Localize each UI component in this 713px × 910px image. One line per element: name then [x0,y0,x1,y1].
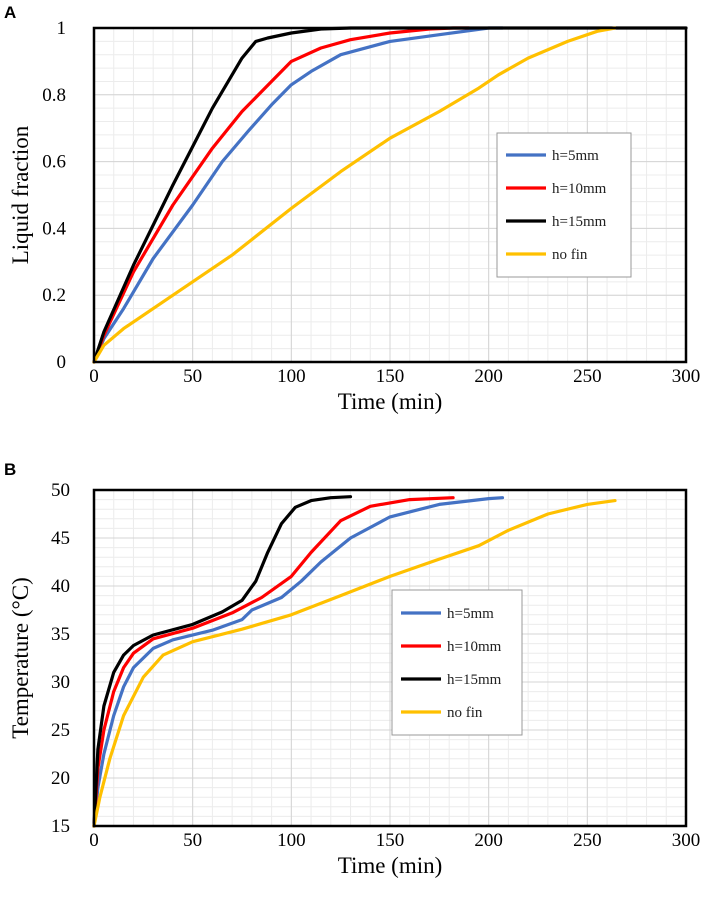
x-tick-label: 250 [573,830,602,851]
x-tick-label: 100 [277,830,306,851]
series-group [92,495,617,828]
legend-entry: h=15mm [447,672,502,688]
x-tick-label: 50 [183,366,202,387]
series-line-h-10mm [92,26,471,364]
plot-frame [92,26,688,364]
series-line-h-5mm [92,496,505,828]
y-tick-label: 0 [57,352,67,373]
y-tick-label: 40 [51,576,70,597]
y-tick-label: 15 [51,816,70,837]
legend-entry: h=15mm [552,214,607,230]
panel-label: B [4,460,16,479]
series-line-no-fin [92,499,617,828]
y-tick-label: 0.8 [42,85,66,106]
y-tick-label: 20 [51,768,70,789]
x-tick-label: 150 [376,830,405,851]
panel-label: A [4,3,16,22]
series-line-h-5mm [92,26,505,364]
x-tick-label: 200 [474,366,503,387]
x-tick-label: 300 [672,830,701,851]
series-line-no-fin [92,26,617,364]
y-tick-label: 35 [51,624,70,645]
plot-frame [92,488,688,828]
y-tick-label: 0.4 [42,218,66,239]
x-tick-label: 300 [672,366,701,387]
y-tick-label: 0.2 [42,285,66,306]
y-tick-label: 45 [51,528,70,549]
x-tick-label: 200 [474,830,503,851]
x-tick-label: 50 [183,830,202,851]
y-tick-label: 50 [51,480,70,501]
y-tick-label: 30 [51,672,70,693]
series-line-h-10mm [92,496,455,828]
legend-entry: h=5mm [447,606,494,622]
y-axis-title: Liquid fraction [8,125,33,264]
chart-panel-a: 0 50 100 150 200 250 300 0 0.2 0.4 0.6 0.8 1 Time (mi… [4,3,700,414]
legend-entry: no fin [552,247,588,263]
legend-entry: h=10mm [447,639,502,655]
x-tick-label: 0 [89,830,99,851]
x-tick-label: 250 [573,366,602,387]
x-tick-label: 100 [277,366,306,387]
major-gridlines [93,489,687,827]
series-line-h-15mm [92,495,353,828]
y-tick-label: 0.6 [42,152,66,173]
x-tick-label: 150 [376,366,405,387]
x-axis-title: Time (min) [338,853,443,878]
x-tick-label: 0 [89,366,99,387]
legend-entry: h=10mm [552,181,607,197]
y-axis-title: Temperature (°C) [8,577,33,738]
y-tick-label: 1 [57,18,67,39]
y-tick-label: 25 [51,720,70,741]
legend-entry: no fin [447,705,483,721]
chart-panel-b: 0 50 100 150 200 250 300 15 20 25 30 35 40 45 50 Time (… [4,460,700,878]
legend-entry: h=5mm [552,148,599,164]
x-axis-title: Time (min) [338,389,443,414]
legend: h=5mm h=10mm h=15mm no fin [391,589,523,736]
legend: h=5mm h=10mm h=15mm no fin [496,132,632,278]
